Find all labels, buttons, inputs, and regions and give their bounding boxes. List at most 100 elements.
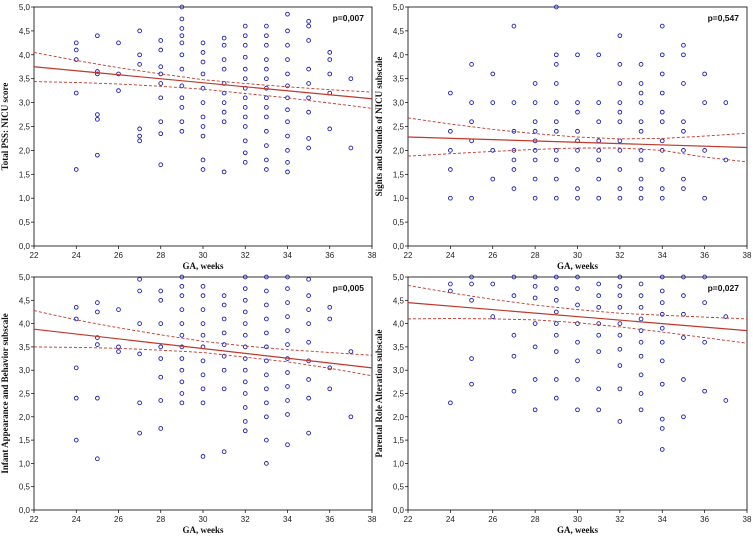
data-point <box>553 332 559 338</box>
x-tick-label: 34 <box>283 251 292 260</box>
data-point <box>200 59 206 65</box>
data-point <box>137 430 142 436</box>
data-point <box>242 95 248 101</box>
data-point <box>306 339 311 345</box>
y-tick-label: 2,5 <box>393 390 405 399</box>
data-point <box>264 76 269 82</box>
data-point <box>221 66 227 72</box>
data-point <box>242 76 248 82</box>
y-tick-label: 3,5 <box>19 75 31 84</box>
plot-area <box>407 6 748 247</box>
data-point <box>448 148 453 153</box>
data-point <box>659 119 665 125</box>
data-point <box>638 372 644 378</box>
data-point <box>264 372 269 378</box>
y-tick-label: 0,0 <box>19 242 31 251</box>
data-point <box>327 126 333 132</box>
data-point <box>179 391 185 396</box>
data-point <box>306 395 311 401</box>
data-point <box>158 398 164 403</box>
y-axis-label: Sights and Sounds of NICU subscale <box>374 57 384 197</box>
chart-panel-2: 0,0 0,5 1,0 1,5 2,0 2,5 3,0 3,5 4,0 4,5 5,0 22 24 26 2… <box>374 3 752 271</box>
data-point <box>221 316 227 322</box>
data-point <box>469 356 474 361</box>
x-axis-label: GA, weeks <box>557 525 598 535</box>
data-point <box>511 274 517 280</box>
data-point <box>179 40 185 46</box>
data-point <box>306 377 311 382</box>
data-point <box>179 367 185 373</box>
plot-area <box>407 276 748 511</box>
data-point <box>511 167 517 172</box>
data-point <box>95 69 100 74</box>
data-point <box>73 167 79 172</box>
x-tick-label: 22 <box>30 515 39 524</box>
data-point <box>532 176 538 182</box>
data-point <box>638 391 644 396</box>
chart-panel-4: 0,0 0,5 1,0 1,5 2,0 2,5 3,0 3,5 4,0 4,5 5,0 22 24 26 2… <box>374 273 752 535</box>
x-tick-label: 24 <box>446 251 455 260</box>
data-point <box>179 356 185 361</box>
chart-panel-3: 0,0 0,5 1,0 1,5 2,0 2,5 3,0 3,5 4,0 4,5 5,0 22 24 26 2… <box>0 273 377 535</box>
data-point <box>659 274 665 280</box>
x-tick-label: 26 <box>114 251 123 260</box>
data-point <box>327 57 333 62</box>
data-point <box>617 62 623 67</box>
y-tick-label: 3,5 <box>19 343 31 352</box>
data-point <box>179 293 185 298</box>
x-tick-label: 36 <box>700 515 709 524</box>
data-point <box>306 66 311 72</box>
data-point <box>73 437 79 443</box>
data-point <box>179 95 185 101</box>
data-point <box>448 195 453 201</box>
data-point <box>306 38 311 43</box>
data-point <box>116 344 121 350</box>
data-point <box>681 119 686 125</box>
data-point <box>264 114 269 120</box>
data-point <box>659 109 665 115</box>
data-point <box>179 26 185 31</box>
data-point <box>659 138 665 144</box>
x-tick-label: 34 <box>658 515 667 524</box>
y-tick-label: 3,0 <box>19 366 31 375</box>
data-point <box>532 119 538 125</box>
data-point <box>95 342 100 347</box>
data-point <box>702 274 707 280</box>
x-tick-label: 38 <box>743 515 752 524</box>
data-point <box>73 90 79 96</box>
data-point <box>285 328 290 333</box>
data-point <box>158 321 164 326</box>
data-point <box>306 95 311 101</box>
data-point <box>596 349 602 354</box>
y-tick-label: 1,5 <box>393 436 405 445</box>
data-point <box>95 152 100 158</box>
data-point <box>242 114 248 120</box>
ci-lower-line <box>407 147 748 163</box>
data-point <box>306 81 311 86</box>
data-point <box>553 377 559 382</box>
x-tick-label: 30 <box>573 515 582 524</box>
x-tick-label: 38 <box>368 251 377 260</box>
plot-area <box>33 276 373 511</box>
data-point <box>285 28 290 34</box>
regression-line <box>33 328 373 369</box>
data-point <box>242 42 248 48</box>
data-point <box>553 349 559 354</box>
data-point <box>242 286 248 291</box>
data-point <box>596 386 602 392</box>
data-point <box>200 71 206 77</box>
y-tick-label: 1,0 <box>19 194 31 203</box>
data-point <box>285 169 290 175</box>
data-point <box>242 419 248 424</box>
data-point <box>264 274 269 280</box>
data-point <box>158 81 164 86</box>
y-tick-label: 4,0 <box>393 320 405 329</box>
data-point <box>285 119 290 125</box>
y-tick-label: 5,0 <box>19 3 31 12</box>
data-point <box>490 148 496 153</box>
data-point <box>596 119 602 125</box>
y-tick-label: 0,0 <box>19 506 31 515</box>
data-point <box>638 304 644 310</box>
data-point <box>469 274 474 280</box>
data-point <box>242 309 248 315</box>
